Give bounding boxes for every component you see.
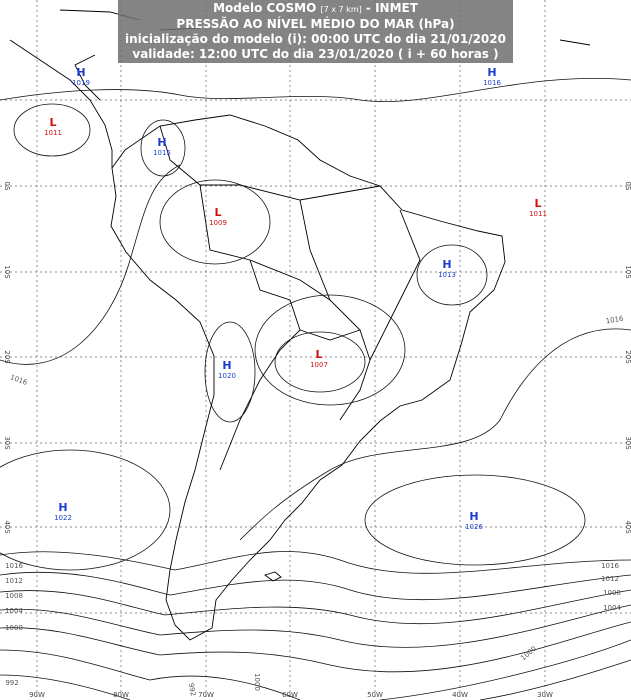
lon-label: 70W: [198, 691, 214, 699]
lon-label: 60W: [282, 691, 298, 699]
isobar-label: 1012: [5, 577, 23, 585]
isobar: [0, 551, 631, 574]
center-kind: L: [534, 197, 541, 210]
lat-label: 30S: [3, 436, 11, 450]
isobar: [364, 474, 586, 566]
isobar: [0, 659, 631, 700]
lon-label: 30W: [537, 691, 553, 699]
init-time: inicialização do modelo (i): 00:00 UTC d…: [125, 32, 506, 46]
isobar: [254, 294, 406, 406]
isobar: [0, 77, 631, 103]
isobar: [159, 179, 271, 265]
center-value: 1011: [44, 129, 62, 137]
isobar-label: 1000: [5, 624, 23, 632]
isobar: [0, 621, 631, 673]
center-value: 1007: [310, 361, 328, 369]
center-value: 1026: [465, 523, 483, 531]
lat-label: 10S: [3, 265, 11, 279]
lat-label: 20S: [3, 350, 11, 364]
isobar-label: 1008: [603, 589, 621, 597]
isobar: [13, 103, 91, 157]
isobar: [274, 331, 366, 393]
isobar: [0, 639, 631, 700]
labels: 90W 80W 70W 60W 50W 40W 30W 0S 0S 10S 10S 20S 20S 30S…: [3, 66, 631, 699]
lat-label: 0S: [3, 182, 11, 191]
south-america: [110, 114, 506, 641]
header: Modelo COSMO [7 x 7 km] - INMET PRESSÃO …: [118, 0, 513, 63]
isobar-label: 1004: [5, 607, 23, 615]
isobar: [140, 119, 186, 177]
lat-label: 40S: [624, 520, 631, 534]
isobar: [416, 244, 488, 306]
center-value: 1020: [218, 372, 236, 380]
center-value: 1016: [483, 79, 501, 87]
isobar-label: 1012: [601, 575, 619, 583]
resolution: [7 x 7 km]: [320, 5, 362, 14]
center-value: 1013: [438, 271, 456, 279]
isobar: [0, 449, 171, 571]
isobar-label: 992: [187, 682, 197, 697]
center-value: 1011: [529, 210, 547, 218]
center-kind: H: [157, 136, 166, 149]
center-kind: H: [76, 66, 85, 79]
title: PRESSÃO AO NÍVEL MÉDIO DO MAR (hPa): [176, 17, 455, 31]
isobar-label: 1000: [253, 673, 261, 691]
lon-label: 80W: [113, 691, 129, 699]
isobar-label: 1016: [601, 562, 619, 570]
header-line: Modelo COSMO [7 x 7 km] - INMET: [118, 1, 513, 17]
lon-label: 90W: [29, 691, 45, 699]
center-kind: H: [469, 510, 478, 523]
center-value: 1019: [72, 79, 90, 87]
isobar: [0, 604, 631, 648]
center-value: 1015: [153, 149, 171, 157]
isobar: [0, 571, 631, 601]
valid-time: validade: 12:00 UTC do dia 23/01/2020 ( …: [132, 47, 499, 61]
agency: - INMET: [365, 1, 418, 15]
center-kind: L: [315, 348, 322, 361]
isobars: [0, 77, 631, 700]
isobar-label: 1016: [605, 314, 624, 325]
isobar: [239, 328, 631, 541]
center-kind: L: [49, 116, 56, 129]
lon-label: 50W: [367, 691, 383, 699]
center-kind: H: [442, 258, 451, 271]
isobar-label: 992: [5, 679, 18, 687]
isobar-label: 1008: [5, 592, 23, 600]
lat-label: 30S: [624, 436, 631, 450]
lat-label: 40S: [3, 520, 11, 534]
isobar: [0, 589, 631, 625]
center-value: 1022: [54, 514, 72, 522]
lat-label: 20S: [624, 350, 631, 364]
center-kind: H: [222, 359, 231, 372]
isobar: [0, 164, 181, 365]
center-kind: H: [58, 501, 67, 514]
center-kind: L: [214, 206, 221, 219]
model: Modelo COSMO: [213, 1, 317, 15]
lon-label: 40W: [452, 691, 468, 699]
lat-label: 0S: [624, 182, 631, 191]
center-kind: H: [487, 66, 496, 79]
lat-label: 10S: [624, 265, 631, 279]
center-value: 1009: [209, 219, 227, 227]
isobar-label: 1016: [5, 562, 23, 570]
isobar: [204, 321, 256, 423]
falklands: [264, 571, 282, 582]
central-america: [9, 39, 113, 168]
isobar-label: 1004: [603, 604, 621, 612]
